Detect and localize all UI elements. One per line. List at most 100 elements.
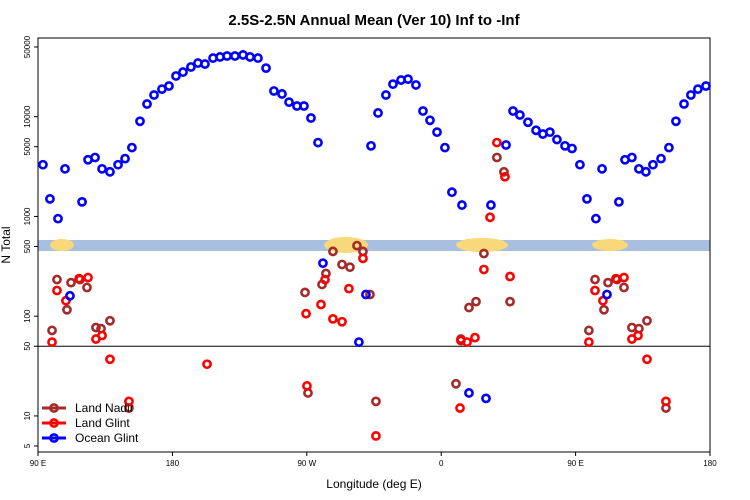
- point: [230, 51, 240, 61]
- point: [492, 137, 502, 148]
- point: [142, 99, 152, 109]
- point: [455, 403, 465, 413]
- point: [65, 290, 75, 301]
- point: [320, 274, 330, 285]
- land-patch: [50, 239, 74, 251]
- point: [679, 99, 689, 109]
- point: [611, 273, 621, 284]
- point: [418, 106, 428, 116]
- y-tick-label: 100: [23, 309, 32, 323]
- point: [523, 117, 533, 128]
- point: [685, 90, 696, 100]
- point: [306, 113, 316, 123]
- point: [603, 277, 613, 288]
- legend-marker: [49, 403, 59, 413]
- point: [486, 200, 496, 210]
- legend-marker: [49, 418, 59, 428]
- point: [361, 289, 371, 300]
- point: [373, 108, 383, 118]
- point: [52, 274, 62, 285]
- point: [261, 63, 271, 73]
- point: [505, 296, 515, 307]
- point: [97, 330, 107, 341]
- point: [425, 115, 435, 126]
- point: [403, 74, 413, 85]
- point: [451, 378, 461, 389]
- point: [284, 97, 294, 108]
- point: [599, 304, 609, 315]
- point: [602, 289, 612, 300]
- point: [671, 116, 681, 127]
- point: [614, 196, 624, 207]
- point: [479, 248, 489, 259]
- point: [186, 62, 196, 72]
- point: [457, 200, 467, 210]
- point: [583, 337, 594, 347]
- point: [200, 59, 210, 69]
- point: [381, 90, 391, 100]
- point: [505, 271, 515, 282]
- point: [485, 212, 495, 223]
- y-tick-label: 1000: [23, 207, 32, 225]
- point: [222, 51, 232, 61]
- point: [514, 110, 525, 120]
- point: [470, 332, 480, 343]
- point: [479, 264, 489, 275]
- point: [277, 89, 287, 99]
- legend-label: Land Nadir: [75, 401, 134, 415]
- point: [591, 213, 601, 224]
- point: [590, 285, 600, 296]
- y-tick-label: 50000: [23, 35, 32, 58]
- point: [301, 308, 311, 319]
- point: [388, 79, 398, 90]
- point: [365, 289, 375, 300]
- point: [432, 127, 442, 138]
- point: [366, 140, 376, 151]
- point: [97, 163, 107, 174]
- point: [120, 153, 130, 164]
- x-tick-label: 180: [703, 459, 717, 468]
- point: [552, 134, 562, 145]
- point: [337, 316, 347, 327]
- point: [597, 163, 607, 174]
- point: [299, 101, 309, 111]
- x-tick-label: 90 E: [30, 459, 46, 468]
- y-tick-label: 50: [23, 341, 32, 350]
- point: [641, 166, 651, 177]
- point: [701, 81, 711, 91]
- point: [462, 337, 472, 347]
- point: [124, 396, 134, 407]
- point: [62, 304, 72, 315]
- point: [582, 193, 592, 204]
- x-tick-label: 90 W: [297, 459, 316, 468]
- point: [47, 337, 57, 347]
- point: [318, 258, 328, 269]
- point: [113, 159, 123, 170]
- point: [583, 325, 594, 336]
- y-tick-label: 5000: [23, 137, 32, 155]
- point: [52, 285, 62, 296]
- x-tick-label: 0: [439, 459, 444, 468]
- point: [45, 193, 55, 204]
- point: [619, 282, 629, 293]
- point: [464, 388, 474, 398]
- legend-label: Land Glint: [75, 416, 130, 430]
- series: [47, 152, 671, 413]
- point: [105, 166, 115, 177]
- point: [83, 272, 93, 283]
- x-tick-label: 180: [166, 459, 180, 468]
- point: [90, 152, 100, 163]
- point: [135, 116, 145, 127]
- point: [501, 140, 511, 150]
- point: [492, 152, 502, 163]
- point: [316, 299, 326, 310]
- y-tick-label: 5: [23, 443, 32, 448]
- series: [38, 50, 711, 404]
- land-patch: [456, 238, 508, 252]
- point: [300, 287, 310, 298]
- point: [481, 393, 491, 404]
- point: [149, 90, 159, 100]
